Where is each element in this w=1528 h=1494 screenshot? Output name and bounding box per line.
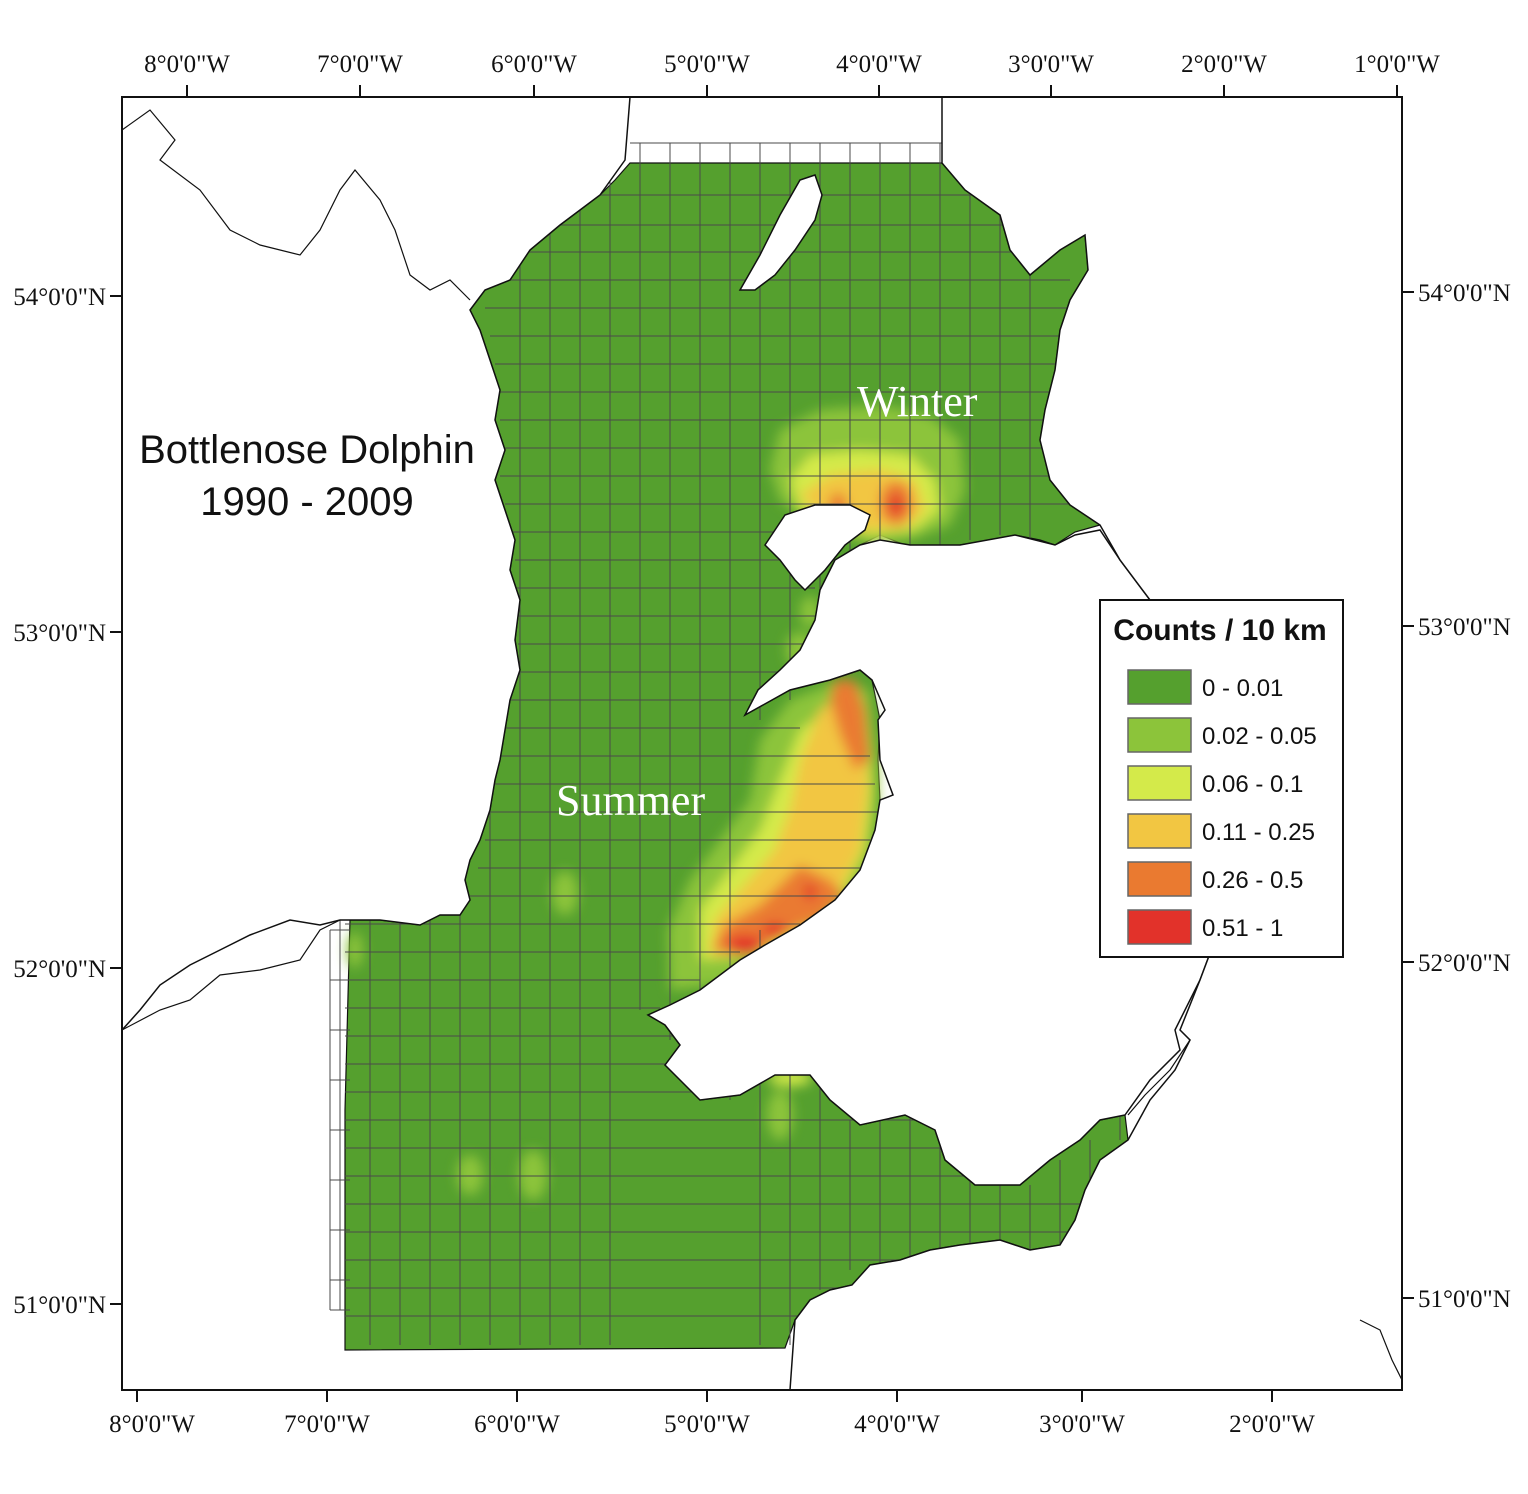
top-lon-label: 5°0'0"W	[664, 51, 750, 78]
legend-swatch	[1127, 717, 1192, 753]
left-lat-label: 51°0'0"N	[13, 1292, 106, 1319]
right-lat-label: 53°0'0"N	[1418, 614, 1511, 641]
legend-swatch	[1127, 669, 1192, 705]
bottom-lon-label: 7°0'0"W	[284, 1411, 370, 1438]
left-lat-label: 52°0'0"N	[13, 956, 106, 983]
top-lon-label: 2°0'0"W	[1181, 51, 1267, 78]
legend-label: 0.11 - 0.25	[1202, 819, 1315, 846]
coastal-details	[122, 109, 1402, 1381]
right-latitude-labels: 54°0'0"N 53°0'0"N 52°0'0"N 51°0'0"N	[1418, 280, 1511, 1313]
top-lon-label: 3°0'0"W	[1008, 51, 1094, 78]
right-lat-label: 54°0'0"N	[1418, 280, 1511, 307]
survey-grid	[329, 142, 1121, 1345]
map-title-line2: 1990 - 2009	[200, 480, 414, 524]
legend-title: Counts / 10 km	[1113, 614, 1326, 647]
top-lon-label: 8°0'0"W	[144, 51, 230, 78]
top-lon-label: 7°0'0"W	[317, 51, 403, 78]
left-lat-label: 53°0'0"N	[13, 620, 106, 647]
right-lat-label: 51°0'0"N	[1418, 1286, 1511, 1313]
left-latitude-labels: 54°0'0"N 53°0'0"N 52°0'0"N 51°0'0"N	[13, 284, 106, 1319]
bottom-lon-label: 5°0'0"W	[664, 1411, 750, 1438]
legend-swatch	[1127, 909, 1192, 945]
legend-swatch	[1127, 765, 1192, 801]
isle-of-man	[738, 174, 823, 291]
frame-border	[121, 96, 1403, 1391]
top-lon-label: 6°0'0"W	[491, 51, 577, 78]
legend-label: 0.51 - 1	[1202, 915, 1283, 942]
legend-label: 0 - 0.01	[1202, 675, 1283, 702]
top-longitude-labels: 8°0'0"W 7°0'0"W 6°0'0"W 5°0'0"W 4°0'0"W …	[144, 51, 1440, 78]
legend-label: 0.02 - 0.05	[1202, 723, 1317, 750]
right-lat-label: 52°0'0"N	[1418, 950, 1511, 977]
bottom-lon-label: 8°0'0"W	[109, 1411, 195, 1438]
bottom-lon-label: 3°0'0"W	[1039, 1411, 1125, 1438]
legend-label: 0.26 - 0.5	[1202, 867, 1303, 894]
top-lon-label: 4°0'0"W	[836, 51, 922, 78]
england-land	[789, 97, 1402, 1390]
map-title-line1: Bottlenose Dolphin	[139, 428, 475, 472]
bottom-lon-label: 4°0'0"W	[854, 1411, 940, 1438]
summer-label: Summer	[556, 776, 705, 825]
legend-swatch	[1127, 861, 1192, 897]
bottom-lon-label: 6°0'0"W	[474, 1411, 560, 1438]
top-lon-label: 1°0'0"W	[1354, 51, 1440, 78]
legend-label: 0.06 - 0.1	[1202, 771, 1303, 798]
anglesey	[764, 504, 871, 592]
bottom-longitude-labels: 8°0'0"W 7°0'0"W 6°0'0"W 5°0'0"W 4°0'0"W …	[109, 1411, 1315, 1438]
bottom-lon-label: 2°0'0"W	[1229, 1411, 1315, 1438]
winter-label: Winter	[857, 377, 978, 426]
axis-ticks	[110, 85, 1414, 1402]
legend-swatch	[1127, 813, 1192, 849]
left-lat-label: 54°0'0"N	[13, 284, 106, 311]
ireland-land	[122, 97, 631, 1032]
legend: Counts / 10 km 0 - 0.01 0.02 - 0.05 0.06 -…	[1099, 599, 1344, 958]
